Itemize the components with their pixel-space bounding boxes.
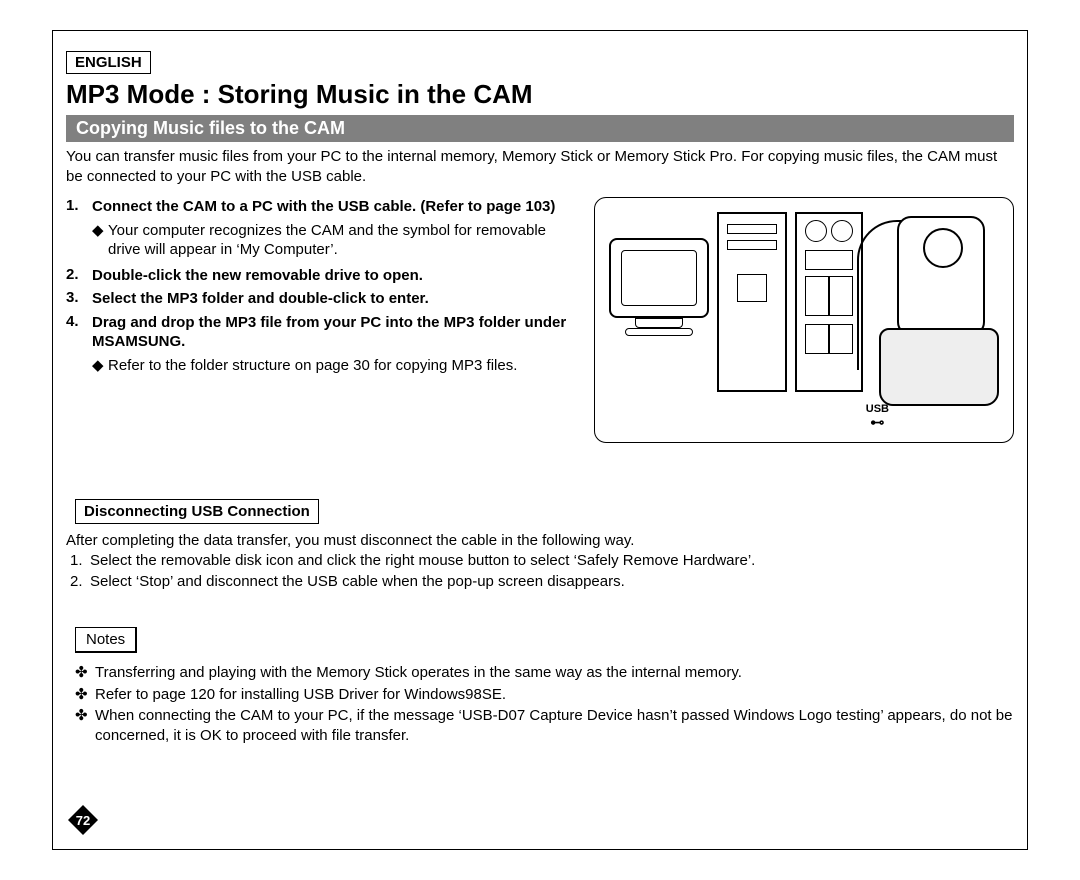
note-item: ✤ Refer to page 120 for installing USB D… [75,685,1014,705]
section-heading: Copying Music files to the CAM [66,115,1014,142]
step-title: Connect the CAM to a PC with the USB cab… [92,197,555,217]
diamond-icon: ◆ [92,221,108,260]
step-number: 3. [66,289,92,309]
subsection-heading: Disconnecting USB Connection [75,499,319,524]
usb-label: USB ⊷ [866,404,889,430]
language-badge: ENGLISH [66,51,151,74]
step-number: 4. [66,313,92,352]
bullet-icon: ✤ [75,663,95,683]
note-item: ✤ Transferring and playing with the Memo… [75,663,1014,683]
disconnect-step-text: Select the removable disk icon and click… [90,551,755,571]
step-item: 1. Connect the CAM to a PC with the USB … [66,197,580,217]
monitor-icon [609,238,709,318]
camcorder-icon [897,216,985,336]
step-title: Drag and drop the MP3 file from your PC … [92,313,580,352]
step-item: 4. Drag and drop the MP3 file from your … [66,313,580,352]
io-panel-icon [795,212,863,392]
diamond-icon: ◆ [92,356,108,376]
step-item: 3. Select the MP3 folder and double-clic… [66,289,580,309]
page-number: 72 [68,805,98,835]
disconnect-step: 2. Select ‘Stop’ and disconnect the USB … [66,572,1014,592]
lens-icon [923,228,963,268]
step-detail-text: Refer to the folder structure on page 30… [108,356,517,376]
cradle-icon [879,328,999,406]
step-item: 2. Double-click the new removable drive … [66,266,580,286]
steps-list: 1. Connect the CAM to a PC with the USB … [66,197,594,443]
step-detail: ◆ Your computer recognizes the CAM and t… [92,221,580,260]
monitor-base-icon [625,328,693,336]
step-title: Double-click the new removable drive to … [92,266,423,286]
usb-symbol-icon: ⊷ [870,414,884,430]
note-text: Refer to page 120 for installing USB Dri… [95,685,506,705]
content-row: 1. Connect the CAM to a PC with the USB … [66,197,1014,443]
step-detail-text: Your computer recognizes the CAM and the… [108,221,580,260]
notes-list: ✤ Transferring and playing with the Memo… [75,663,1014,747]
disconnect-intro: After completing the data transfer, you … [66,531,1014,551]
step-number: 1. [66,197,92,217]
step-detail: ◆ Refer to the folder structure on page … [92,356,580,376]
step-title: Select the MP3 folder and double-click t… [92,289,429,309]
page-number-badge: 72 [68,805,98,835]
monitor-stand-icon [635,318,683,328]
bullet-icon: ✤ [75,685,95,705]
step-number: 1. [66,551,90,571]
bullet-icon: ✤ [75,706,95,745]
intro-text: You can transfer music files from your P… [66,147,1014,186]
note-item: ✤ When connecting the CAM to your PC, if… [75,706,1014,745]
notes-heading: Notes [75,627,137,653]
step-number: 2. [66,266,92,286]
disconnect-body: After completing the data transfer, you … [66,531,1014,592]
manual-page: ENGLISH MP3 Mode : Storing Music in the … [52,30,1028,850]
note-text: When connecting the CAM to your PC, if t… [95,706,1014,745]
connection-diagram: USB ⊷ [594,197,1014,443]
disconnect-step: 1. Select the removable disk icon and cl… [66,551,1014,571]
page-title: MP3 Mode : Storing Music in the CAM [66,79,533,110]
note-text: Transferring and playing with the Memory… [95,663,742,683]
disconnect-step-text: Select ‘Stop’ and disconnect the USB cab… [90,572,625,592]
step-number: 2. [66,572,90,592]
pc-tower-icon [717,212,787,392]
